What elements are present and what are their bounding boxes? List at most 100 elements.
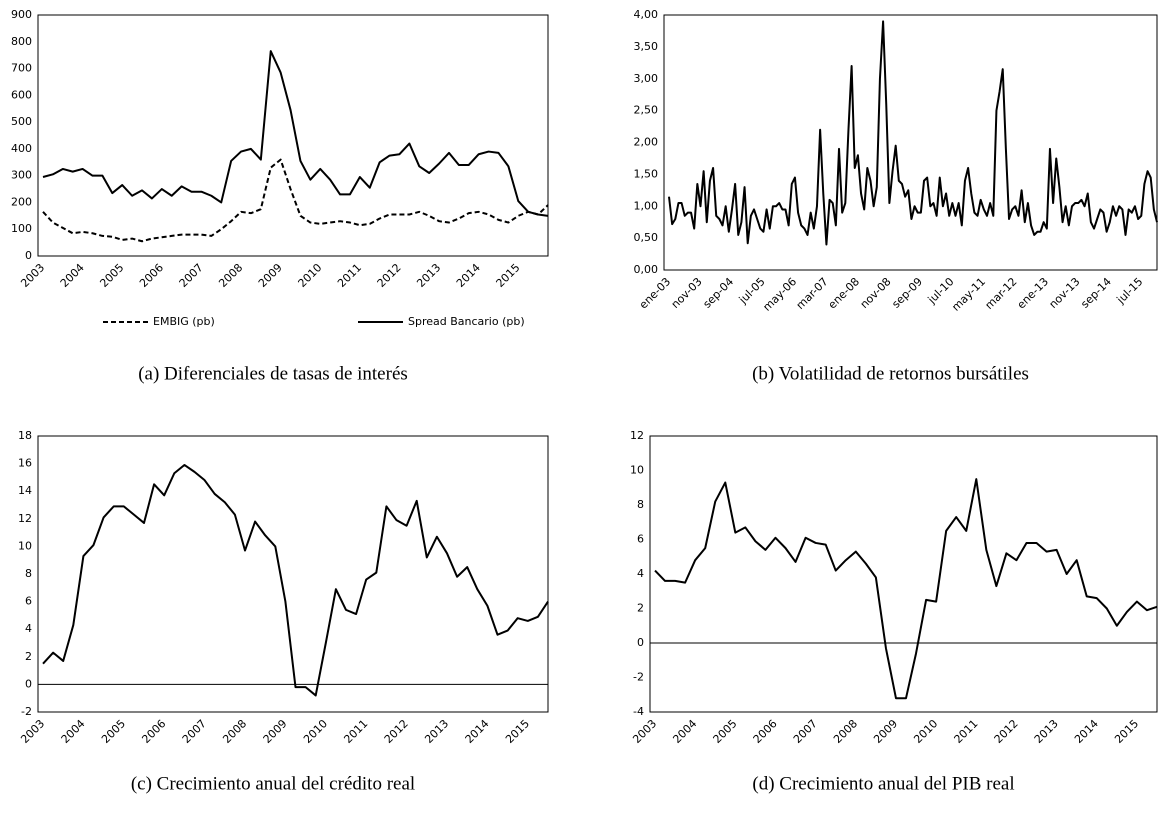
plot-frame [37, 14, 549, 257]
x-tick-label: 2007 [791, 717, 820, 746]
x-tick-label: jul-15 [1114, 275, 1146, 307]
y-tick-label: 1,00 [634, 199, 659, 212]
y-tick-label: 16 [18, 457, 32, 470]
y-tick-label: 6 [637, 533, 644, 546]
x-tick-label: 2006 [751, 717, 780, 746]
y-tick-label: 100 [11, 222, 32, 235]
y-tick-label: 0 [25, 677, 32, 690]
y-tick-label: 12 [18, 512, 32, 525]
x-tick-label: 2011 [335, 261, 364, 290]
y-tick-label: 3,00 [634, 72, 659, 85]
x-tick-label: 2006 [139, 717, 168, 746]
x-tick-label: 2008 [220, 717, 249, 746]
y-tick-label: 2,50 [634, 104, 659, 117]
y-tick-label: 8 [637, 498, 644, 511]
x-tick-label: nov-03 [669, 275, 705, 311]
x-tick-label: 2003 [630, 717, 659, 746]
x-tick-label: 2009 [256, 261, 285, 290]
x-tick-label: sep-04 [701, 275, 737, 311]
line-series [668, 20, 1158, 246]
y-tick-label: 0 [25, 249, 32, 262]
x-tick-label: 2006 [137, 261, 166, 290]
y-tick-label: 0,50 [634, 231, 659, 244]
x-tick-label: 2011 [952, 717, 981, 746]
y-tick-label: 300 [11, 169, 32, 182]
plot-frame [37, 435, 549, 713]
y-tick-label: 10 [630, 464, 644, 477]
x-tick-label: 2009 [871, 717, 900, 746]
x-tick-label: ene-08 [826, 275, 862, 311]
x-tick-label: may-11 [949, 275, 988, 314]
x-tick-label: 2013 [1032, 717, 1061, 746]
y-tick-label: 0 [637, 636, 644, 649]
y-tick-label: 4,00 [634, 8, 659, 21]
y-tick-label: 700 [11, 62, 32, 75]
y-tick-label: 4 [637, 567, 644, 580]
x-tick-label: 2008 [831, 717, 860, 746]
x-tick-label: 2014 [463, 717, 492, 746]
line-series [42, 158, 549, 243]
caption: (b) Volatilidad de retornos bursátiles [752, 363, 1029, 384]
caption: (c) Crecimiento anual del crédito real [131, 773, 415, 794]
x-tick-label: may-06 [760, 275, 799, 314]
y-tick-label: -2 [21, 705, 32, 718]
y-tick-label: 1,50 [634, 167, 659, 180]
plot-frame [663, 14, 1158, 271]
y-tick-label: 900 [11, 8, 32, 21]
legend-label: EMBIG (pb) [153, 315, 215, 328]
x-tick-label: 2014 [1072, 717, 1101, 746]
x-tick-label: ene-03 [637, 275, 673, 311]
x-tick-label: mar-07 [794, 275, 831, 312]
y-tick-label: 600 [11, 88, 32, 101]
x-tick-label: sep-14 [1078, 275, 1114, 311]
x-tick-label: 2010 [911, 717, 940, 746]
x-tick-label: 2013 [414, 261, 443, 290]
x-tick-label: ene-13 [1015, 275, 1051, 311]
caption: (d) Crecimiento anual del PIB real [752, 773, 1014, 794]
y-tick-label: 500 [11, 115, 32, 128]
x-tick-label: 2009 [261, 717, 290, 746]
plot-frame [649, 435, 1158, 713]
x-tick-label: 2010 [301, 717, 330, 746]
y-tick-label: 3,50 [634, 40, 659, 53]
y-tick-label: 4 [25, 622, 32, 635]
x-tick-label: 2015 [1112, 717, 1141, 746]
y-tick-label: 800 [11, 35, 32, 48]
x-tick-label: 2015 [503, 717, 532, 746]
x-tick-label: 2013 [422, 717, 451, 746]
y-tick-label: 2 [25, 650, 32, 663]
x-tick-label: 2005 [97, 261, 126, 290]
x-tick-label: 2014 [454, 261, 483, 290]
y-tick-label: 18 [18, 429, 32, 442]
x-tick-label: 2005 [99, 717, 128, 746]
x-tick-label: 2007 [177, 261, 206, 290]
x-tick-label: nov-13 [1047, 275, 1083, 311]
y-tick-label: 12 [630, 429, 644, 442]
x-tick-label: 2003 [18, 261, 47, 290]
line-series [42, 463, 549, 697]
y-tick-label: 400 [11, 142, 32, 155]
y-tick-label: 2,00 [634, 136, 659, 149]
x-tick-label: 2004 [670, 717, 699, 746]
y-tick-label: 2 [637, 602, 644, 615]
x-tick-label: 2015 [494, 261, 523, 290]
y-tick-label: 6 [25, 595, 32, 608]
x-tick-label: 2010 [296, 261, 325, 290]
x-tick-label: nov-08 [858, 275, 894, 311]
legend-label: Spread Bancario (pb) [408, 315, 525, 328]
y-tick-label: 8 [25, 567, 32, 580]
x-tick-label: 2011 [341, 717, 370, 746]
x-tick-label: 2012 [375, 261, 404, 290]
x-tick-label: 2012 [992, 717, 1021, 746]
x-tick-label: mar-12 [983, 275, 1020, 312]
line-series [654, 478, 1158, 700]
y-tick-label: 200 [11, 195, 32, 208]
x-tick-label: 2012 [382, 717, 411, 746]
x-tick-label: 2004 [58, 261, 87, 290]
y-tick-label: 0,00 [634, 263, 659, 276]
y-tick-label: 10 [18, 539, 32, 552]
caption: (a) Diferenciales de tasas de interés [138, 363, 408, 384]
y-tick-label: -2 [633, 671, 644, 684]
x-tick-label: 2004 [59, 717, 88, 746]
